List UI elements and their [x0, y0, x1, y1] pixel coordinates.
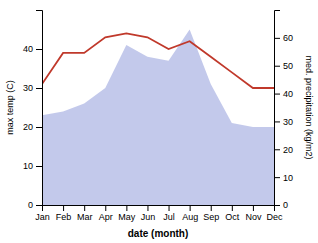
- x-tick-label: Jun: [141, 212, 156, 222]
- x-tick: Jan: [35, 205, 50, 222]
- y2-tick-label: 50: [283, 61, 293, 71]
- y2-tick-label: 30: [283, 117, 293, 127]
- y2-tick-mark: [274, 66, 280, 67]
- y-tick-mark: [36, 205, 42, 206]
- y-tick-mark: [36, 166, 42, 167]
- x-tick: Oct: [225, 205, 240, 222]
- y-tick-mark: [36, 88, 42, 89]
- y2-tick: 10: [274, 173, 293, 183]
- x-axis-title: date (month): [128, 228, 189, 239]
- x-tick: Jun: [141, 205, 156, 222]
- line: [42, 33, 274, 88]
- plot: JanFebMarAprMayJunJulAugSepOctNovDec0102…: [23, 11, 293, 223]
- y-tick: 40: [23, 44, 42, 54]
- y-tick-label: 40: [23, 44, 33, 54]
- x-tick: Jul: [163, 205, 175, 222]
- x-tick: Dec: [266, 205, 283, 222]
- x-tick-mark: [84, 205, 85, 211]
- y-tick-label: 30: [23, 83, 33, 93]
- marks: [42, 30, 274, 206]
- y2-tick-label: 20: [283, 145, 293, 155]
- y2-tick-mark: [274, 121, 280, 122]
- y2-tick-mark: [274, 177, 280, 178]
- y-axis: 0 10 20 30 40: [23, 11, 43, 211]
- x-tick-label: Aug: [182, 212, 198, 222]
- x-tick-label: May: [118, 212, 136, 222]
- x-tick-label: Mar: [77, 212, 93, 222]
- y-tick-mark: [36, 127, 42, 128]
- x-tick-label: Apr: [99, 212, 113, 222]
- y2-tick-label: 0: [283, 200, 288, 210]
- y-tick-label: 0: [28, 200, 33, 210]
- y-tick: 0: [28, 200, 42, 210]
- y2-tick-mark: [274, 205, 280, 206]
- x-tick-label: Sep: [203, 212, 219, 222]
- x-tick: Sep: [203, 205, 219, 222]
- y2-tick: 20: [274, 145, 293, 155]
- y-tick: 10: [23, 161, 42, 171]
- x-tick: Mar: [77, 205, 93, 222]
- x-tick-mark: [253, 205, 254, 211]
- y2-tick-label: 40: [283, 89, 293, 99]
- y-tick: 20: [23, 122, 42, 132]
- x-tick-mark: [169, 205, 170, 211]
- y2-axis-title: med. precipitation (kg/m2): [304, 55, 314, 159]
- y2-tick: 40: [274, 89, 293, 99]
- x-tick-label: Feb: [56, 212, 72, 222]
- x-tick: Feb: [56, 205, 72, 222]
- y2-tick: 60: [274, 33, 293, 43]
- x-tick-mark: [190, 205, 191, 211]
- x-tick-label: Nov: [245, 212, 262, 222]
- x-tick-label: Oct: [225, 212, 240, 222]
- x-tick-mark: [232, 205, 233, 211]
- y-tick-label: 10: [23, 161, 33, 171]
- x-tick-mark: [63, 205, 64, 211]
- x-tick-label: Jan: [35, 212, 50, 222]
- y2-axis-line: [275, 11, 281, 206]
- x-tick-mark: [105, 205, 106, 211]
- y-tick-label: 20: [23, 122, 33, 132]
- area: [42, 30, 274, 206]
- y2-tick-label: 10: [283, 173, 293, 183]
- y-axis-title: max temp (C): [5, 80, 15, 135]
- y-tick: 30: [23, 83, 42, 93]
- x-tick: Nov: [245, 205, 262, 222]
- x-axis: Jan Feb Mar Apr May Jun Jul Aug Sep Oct Nov Dec: [35, 205, 283, 222]
- y2-axis: 0 10 20 30 40 50 60: [274, 11, 293, 211]
- x-tick: May: [118, 205, 136, 222]
- y2-tick: 30: [274, 117, 293, 127]
- y-tick-mark: [36, 49, 42, 50]
- x-axis-line: [43, 206, 275, 212]
- x-tick: Aug: [182, 205, 198, 222]
- x-tick-label: Dec: [266, 212, 283, 222]
- x-tick-mark: [147, 205, 148, 211]
- y-axis-line: [36, 11, 43, 206]
- y2-tick-mark: [274, 94, 280, 95]
- y2-tick-mark: [274, 38, 280, 39]
- x-tick-mark: [211, 205, 212, 211]
- y2-tick-label: 60: [283, 33, 293, 43]
- y2-tick-mark: [274, 149, 280, 150]
- y2-tick: 0: [274, 200, 288, 210]
- x-tick-mark: [126, 205, 127, 211]
- x-tick-label: Jul: [163, 212, 175, 222]
- y2-tick: 50: [274, 61, 293, 71]
- x-tick: Apr: [99, 205, 113, 222]
- chart: JanFebMarAprMayJunJulAugSepOctNovDec0102…: [0, 0, 318, 243]
